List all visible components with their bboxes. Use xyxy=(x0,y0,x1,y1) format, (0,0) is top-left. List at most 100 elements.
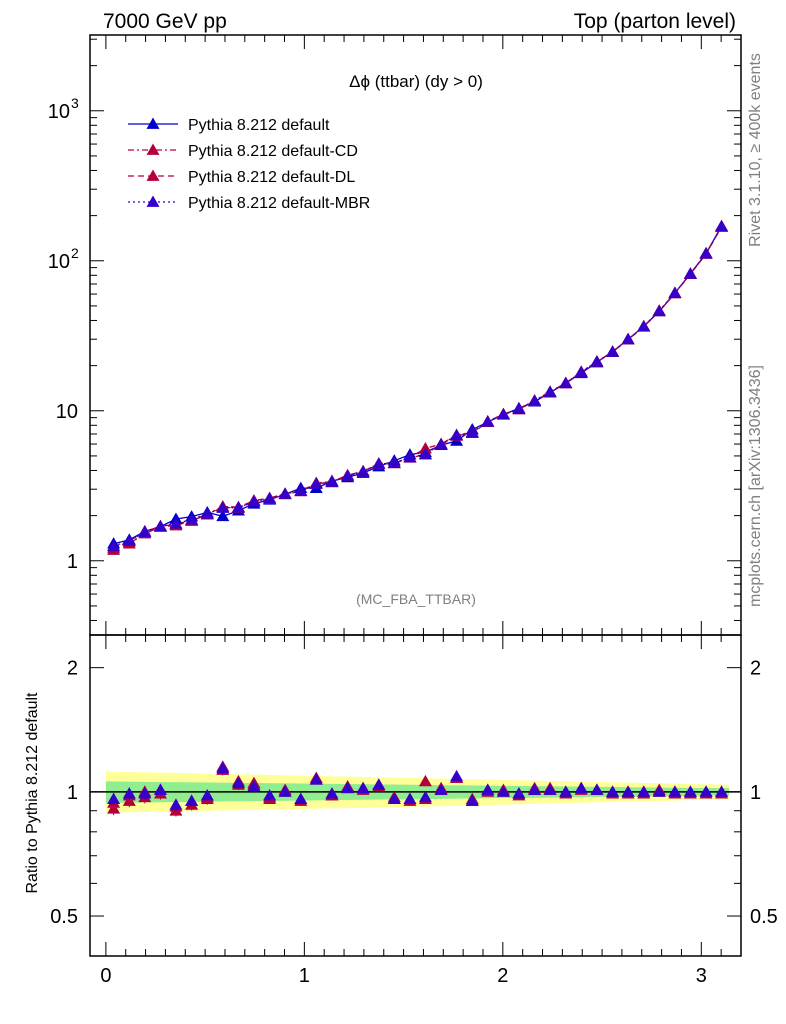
data-point xyxy=(122,534,136,546)
main-panel: Δϕ (ttbar) (dy > 0) (MC_FBA_TTBAR) 1 10 10… xyxy=(48,34,742,636)
legend-marker xyxy=(146,195,160,207)
ratio-point xyxy=(543,783,557,795)
ratio-point xyxy=(122,787,136,799)
ratio-point xyxy=(372,778,386,790)
ratio-point xyxy=(481,783,495,795)
series-line xyxy=(113,226,723,551)
data-point xyxy=(699,247,713,259)
ratio-panel: 0.5 0.5 1 1 2 2 0 1 2 3 Ratio to Pythia 8.212 de… xyxy=(24,634,778,987)
y-tick-label: 1 xyxy=(67,551,78,573)
y-tick-label-right: 2 xyxy=(750,658,761,680)
ratio-point xyxy=(278,785,292,797)
legend-marker xyxy=(146,169,160,181)
main-axis-ticks xyxy=(90,35,742,635)
data-point xyxy=(153,519,167,532)
ratio-point xyxy=(403,792,417,805)
ratio-point xyxy=(621,785,635,797)
ratio-point xyxy=(356,781,370,794)
data-point xyxy=(247,495,261,507)
data-point xyxy=(652,304,666,316)
data-point xyxy=(637,320,651,332)
ratio-point xyxy=(574,781,588,794)
x-tick-label: 0 xyxy=(100,965,111,987)
legend-label: Pythia 8.212 default xyxy=(188,117,330,134)
data-point xyxy=(606,345,620,357)
ratio-point xyxy=(387,792,401,805)
data-point xyxy=(715,220,729,232)
legend-label: Pythia 8.212 default-CD xyxy=(188,143,358,160)
data-point xyxy=(559,376,573,389)
data-point xyxy=(512,402,526,415)
header-right: Top (parton level) xyxy=(574,10,736,33)
ratio-y-tick-labels: 0.5 0.5 1 1 2 2 xyxy=(50,658,778,928)
ratio-point xyxy=(200,788,214,801)
x-tick-labels: 0 1 2 3 xyxy=(100,965,707,987)
ratio-axis-ticks xyxy=(90,635,742,957)
data-point xyxy=(590,355,604,367)
legend-label: Pythia 8.212 default-DL xyxy=(188,169,355,186)
data-point xyxy=(683,267,697,279)
ratio-y-axis-label: Ratio to Pythia 8.212 default xyxy=(24,692,41,894)
y-tick-label-exponent: 3 xyxy=(71,95,79,111)
series-line xyxy=(113,225,723,545)
ratio-point xyxy=(216,761,230,774)
rivet-label: Rivet 3.1.10, ≥ 400k events xyxy=(747,53,764,247)
data-point xyxy=(434,437,448,450)
y-tick-label-exponent: 2 xyxy=(71,245,79,261)
ratio-series xyxy=(107,760,729,817)
data-point xyxy=(450,428,464,441)
data-point xyxy=(668,286,682,299)
ratio-point xyxy=(263,788,277,801)
data-point xyxy=(481,415,495,427)
ratio-point xyxy=(247,780,261,792)
legend-marker xyxy=(146,143,160,155)
ratio-point xyxy=(450,769,464,782)
data-point xyxy=(263,492,277,504)
data-point xyxy=(216,509,230,522)
ratio-point xyxy=(465,794,479,806)
ratio-point xyxy=(683,785,697,797)
ratio-point xyxy=(715,785,729,797)
ratio-point xyxy=(309,773,323,785)
main-series xyxy=(107,219,729,555)
ratio-point xyxy=(606,785,620,797)
data-point xyxy=(107,539,121,552)
mcplots-label: mcplots.cern.ch [arXiv:1306.3436] xyxy=(747,365,764,607)
legend-label: Pythia 8.212 default-MBR xyxy=(188,195,370,212)
ratio-point xyxy=(668,785,682,797)
data-point xyxy=(387,456,401,468)
data-point xyxy=(138,525,152,538)
ratio-point xyxy=(294,792,308,805)
y-tick-label: 10 xyxy=(48,101,70,123)
ratio-point xyxy=(512,787,526,799)
ratio-point xyxy=(434,783,448,795)
x-tick-label: 1 xyxy=(299,965,310,987)
data-point xyxy=(574,365,588,377)
ratio-point xyxy=(169,798,183,810)
main-title: Δϕ (ttbar) (dy > 0) xyxy=(349,72,483,91)
ratio-point xyxy=(528,783,542,795)
watermark-label: (MC_FBA_TTBAR) xyxy=(356,591,476,607)
data-point xyxy=(278,487,292,499)
series-line xyxy=(113,226,723,547)
ratio-point xyxy=(153,783,167,795)
data-point xyxy=(418,447,432,459)
ratio-point xyxy=(122,794,136,806)
data-point xyxy=(621,332,635,345)
data-point xyxy=(496,407,510,420)
y-tick-label: 10 xyxy=(56,401,78,423)
data-point xyxy=(200,507,214,519)
ratio-point xyxy=(496,785,510,797)
data-point xyxy=(294,484,308,496)
ratio-point xyxy=(652,785,666,797)
ratio-point xyxy=(107,802,121,814)
data-point xyxy=(465,426,479,438)
x-tick-label: 2 xyxy=(497,965,508,987)
header-left: 7000 GeV pp xyxy=(103,10,227,33)
ratio-point xyxy=(418,774,432,787)
ratio-point xyxy=(699,785,713,797)
y-tick-label-right: 1 xyxy=(750,782,761,804)
y-tick-label: 0.5 xyxy=(50,906,78,928)
